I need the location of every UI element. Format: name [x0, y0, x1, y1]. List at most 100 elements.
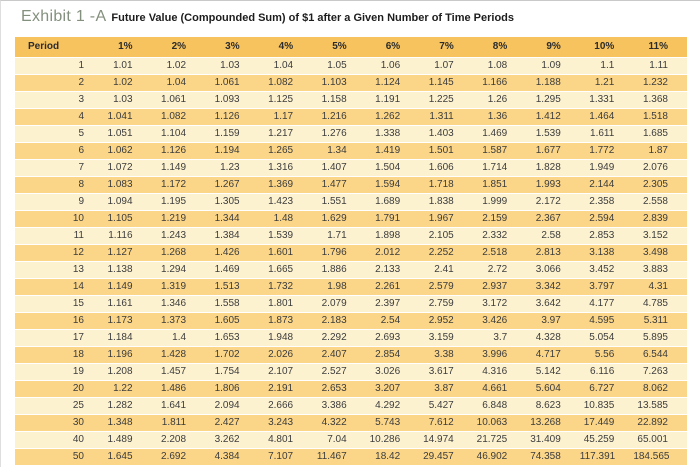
value-cell: 1.319	[151, 278, 206, 296]
value-cell: 31.409	[526, 431, 580, 449]
value-cell: 1.34	[312, 142, 366, 160]
column-header-rate: 10%	[579, 37, 634, 58]
value-cell: 1.267	[205, 176, 259, 194]
value-cell: 1.601	[258, 244, 313, 262]
value-cell: 1.838	[419, 193, 473, 211]
value-cell: 1.02	[98, 74, 152, 92]
value-cell: 1.993	[526, 176, 580, 194]
value-cell: 1.539	[258, 227, 313, 245]
value-cell: 1.082	[151, 108, 206, 126]
value-cell: 2.594	[579, 210, 634, 228]
value-cell: 1.07	[419, 57, 473, 75]
table-row: 1 1.01 1.02 1.03 1.04 1.05 1.06 1.07 1.08 1.09 1.1…	[15, 57, 687, 75]
value-cell: 1.268	[151, 244, 206, 262]
value-cell: 4.785	[633, 295, 687, 313]
value-cell: 1.791	[365, 210, 420, 228]
value-cell: 5.311	[633, 312, 687, 330]
value-cell: 1.594	[365, 176, 420, 194]
value-cell: 1.828	[526, 159, 580, 177]
value-cell: 1.219	[151, 210, 206, 228]
value-cell: 1.094	[98, 193, 152, 211]
value-cell: 1.605	[205, 312, 259, 330]
value-cell: 1.083	[98, 176, 152, 194]
value-cell: 4.31	[633, 278, 687, 296]
value-cell: 1.305	[205, 193, 259, 211]
value-cell: 1.948	[258, 329, 313, 347]
value-cell: 1.469	[472, 125, 527, 143]
value-cell: 1.072	[98, 159, 152, 177]
value-cell: 1.161	[98, 295, 152, 313]
value-cell: 3.066	[526, 261, 580, 279]
value-cell: 1.01	[98, 57, 152, 75]
value-cell: 2.653	[312, 380, 366, 398]
value-cell: 1.718	[419, 176, 473, 194]
value-cell: 2.853	[579, 227, 634, 245]
value-cell: 1.886	[312, 261, 366, 279]
table-row: 12 1.127 1.268 1.426 1.601 1.796 2.012 2.252 2.5…	[15, 244, 687, 262]
value-cell: 1.606	[419, 159, 473, 177]
value-cell: 5.604	[526, 380, 580, 398]
value-cell: 18.42	[365, 448, 420, 466]
value-cell: 1.504	[365, 159, 420, 177]
value-cell: 1.348	[98, 414, 152, 432]
value-cell: 7.107	[258, 448, 313, 466]
value-cell: 3.38	[419, 346, 473, 364]
value-cell: 2.58	[526, 227, 580, 245]
value-cell: 2.191	[258, 380, 313, 398]
value-cell: 1.587	[472, 142, 527, 160]
table-row: 4 1.041 1.082 1.126 1.17 1.216 1.262 1.311 1.36 1…	[15, 108, 687, 126]
value-cell: 5.427	[419, 397, 473, 415]
value-cell: 2.397	[365, 295, 420, 313]
table-row: 14 1.149 1.319 1.513 1.732 1.98 2.261 2.579 2.93…	[15, 278, 687, 296]
value-cell: 1.539	[526, 125, 580, 143]
value-cell: 3.97	[526, 312, 580, 330]
value-cell: 1.282	[98, 397, 152, 415]
value-cell: 14.974	[419, 431, 473, 449]
value-cell: 1.338	[365, 125, 420, 143]
value-cell: 1.243	[151, 227, 206, 245]
value-cell: 1.116	[98, 227, 152, 245]
value-cell: 4.328	[526, 329, 580, 347]
value-cell: 2.813	[526, 244, 580, 262]
value-cell: 1.1	[579, 57, 634, 75]
value-cell: 1.126	[205, 108, 259, 126]
value-cell: 3.262	[205, 431, 259, 449]
value-cell: 1.195	[151, 193, 206, 211]
value-cell: 2.666	[258, 397, 313, 415]
value-cell: 1.22	[98, 380, 152, 398]
period-cell: 7	[15, 159, 98, 177]
value-cell: 1.796	[312, 244, 366, 262]
value-cell: 2.54	[365, 312, 420, 330]
period-cell: 4	[15, 108, 98, 126]
value-cell: 2.208	[151, 431, 206, 449]
value-cell: 1.03	[205, 57, 259, 75]
value-cell: 1.311	[419, 108, 473, 126]
value-cell: 2.107	[258, 363, 313, 381]
value-cell: 2.144	[579, 176, 634, 194]
period-cell: 8	[15, 176, 98, 194]
table-row: 8 1.083 1.172 1.267 1.369 1.477 1.594 1.718 1.85…	[15, 176, 687, 194]
value-cell: 1.98	[312, 278, 366, 296]
value-cell: 1.03	[98, 91, 152, 109]
period-cell: 20	[15, 380, 98, 398]
column-header-rate: 11%	[633, 37, 687, 58]
table-row: 16 1.173 1.373 1.605 1.873 2.183 2.54 2.952 3.42…	[15, 312, 687, 330]
value-cell: 1.23	[205, 159, 259, 177]
value-cell: 5.895	[633, 329, 687, 347]
value-cell: 8.062	[633, 380, 687, 398]
value-cell: 1.06	[365, 57, 420, 75]
value-cell: 3.426	[472, 312, 527, 330]
value-cell: 6.544	[633, 346, 687, 364]
value-cell: 4.384	[205, 448, 259, 466]
value-cell: 1.262	[365, 108, 420, 126]
value-cell: 1.294	[151, 261, 206, 279]
value-cell: 2.094	[205, 397, 259, 415]
value-cell: 4.595	[579, 312, 634, 330]
value-cell: 7.263	[633, 363, 687, 381]
column-header-rate: 9%	[526, 37, 580, 58]
value-cell: 1.384	[205, 227, 259, 245]
value-cell: 1.685	[633, 125, 687, 143]
value-cell: 1.04	[151, 74, 206, 92]
value-cell: 3.797	[579, 278, 634, 296]
